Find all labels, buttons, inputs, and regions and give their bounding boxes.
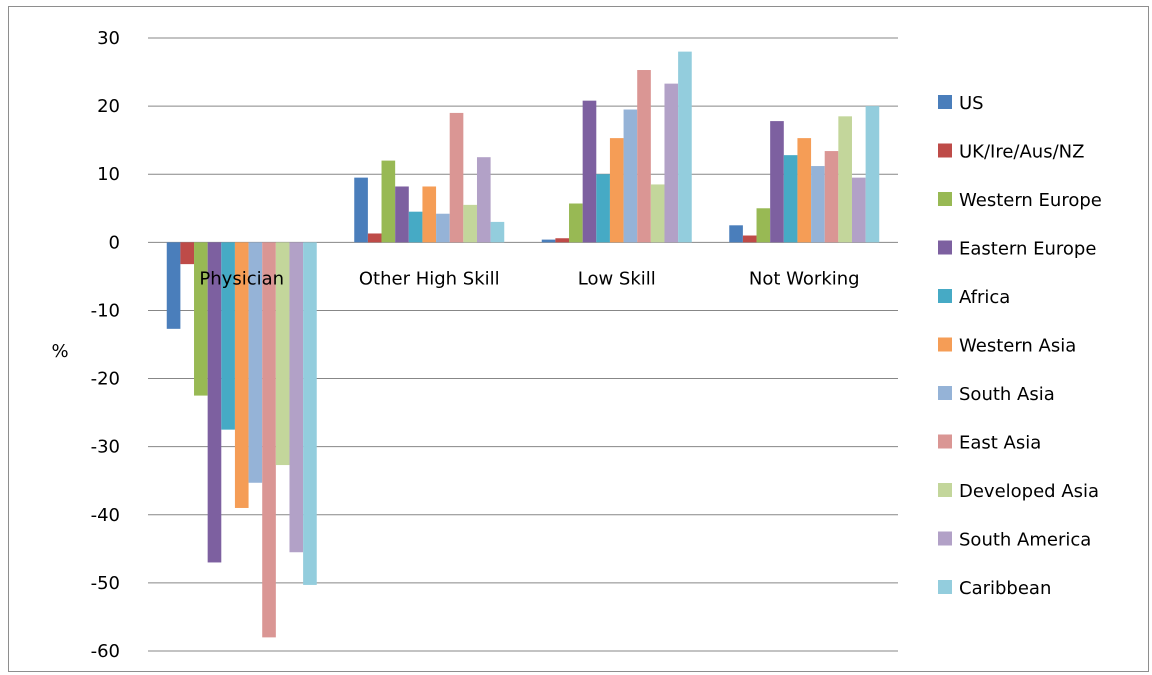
- legend-swatch: [938, 386, 952, 400]
- bar: [569, 203, 583, 243]
- bar: [395, 186, 409, 243]
- bar: [650, 184, 665, 243]
- y-tick-label: -30: [91, 437, 120, 458]
- category-label: Physician: [199, 268, 284, 289]
- legend-swatch: [938, 95, 952, 109]
- legend-label: Africa: [959, 287, 1010, 308]
- bar: [367, 233, 382, 243]
- bar: [476, 157, 491, 243]
- bar: [408, 211, 423, 243]
- bar: [275, 242, 290, 466]
- y-tick-label: 20: [97, 96, 120, 117]
- bar: [490, 221, 505, 243]
- bar: [609, 138, 624, 243]
- legend-swatch: [938, 434, 952, 449]
- legend-label: Developed Asia: [959, 481, 1099, 502]
- bar: [541, 239, 556, 243]
- bar: [422, 186, 437, 243]
- bar: [851, 177, 866, 243]
- bar: [797, 138, 812, 243]
- category-label: Not Working: [749, 268, 860, 289]
- y-tick-label: -40: [91, 505, 120, 526]
- y-tick-label: -10: [91, 300, 120, 321]
- legend-swatch: [938, 289, 952, 303]
- bar: [811, 166, 825, 243]
- legend-swatch: [938, 143, 952, 158]
- bar: [221, 242, 235, 430]
- y-tick-label: 10: [97, 164, 120, 185]
- legend-label: East Asia: [959, 433, 1041, 454]
- bar: [678, 51, 692, 243]
- bar: [623, 109, 638, 243]
- bar: [582, 100, 597, 243]
- legend: US UK/Ire/Aus/NZ Western Europe Eastern Eur…: [938, 93, 1102, 599]
- y-tick-label: -60: [91, 641, 120, 662]
- bar: [180, 242, 195, 265]
- legend-label: Caribbean: [959, 578, 1051, 599]
- y-tick-label: -20: [91, 369, 120, 390]
- bar: [248, 242, 263, 483]
- bar: [289, 242, 304, 553]
- bar: [824, 151, 839, 243]
- legend-label: South America: [959, 530, 1091, 551]
- bar: [449, 112, 464, 243]
- bar: [463, 204, 477, 243]
- category-label: Other High Skill: [359, 268, 500, 289]
- bar: [664, 83, 679, 243]
- bar: [596, 174, 610, 243]
- legend-swatch: [938, 337, 952, 352]
- bar: [194, 242, 208, 396]
- bar: [742, 235, 757, 243]
- bar: [262, 242, 276, 638]
- bar: [865, 106, 880, 243]
- bar: [756, 208, 771, 243]
- legend-label: South Asia: [959, 384, 1055, 405]
- legend-label: US: [959, 93, 984, 114]
- bar: [729, 225, 743, 243]
- y-tick-label: 30: [97, 28, 120, 49]
- bar: [770, 121, 784, 243]
- legend-label: Western Asia: [959, 336, 1076, 357]
- legend-swatch: [938, 192, 952, 206]
- bar: [207, 242, 222, 563]
- legend-label: Western Europe: [959, 190, 1102, 211]
- legend-swatch: [938, 531, 952, 546]
- bar: [555, 238, 570, 243]
- bar: [354, 177, 368, 243]
- y-tick-label: 0: [109, 232, 120, 253]
- bars: [166, 51, 880, 638]
- bar: [783, 155, 798, 243]
- legend-swatch: [938, 580, 952, 594]
- y-tick-label: -50: [91, 573, 120, 594]
- category-label: Low Skill: [578, 268, 656, 289]
- bar: [436, 213, 450, 243]
- legend-swatch: [938, 483, 952, 497]
- legend-label: UK/Ire/Aus/NZ: [959, 142, 1084, 163]
- bar: [637, 70, 651, 243]
- bar: [166, 242, 181, 329]
- legend-label: Eastern Europe: [959, 239, 1096, 260]
- bar: [381, 160, 396, 243]
- category-labels: Physician Other High Skill Low Skill Not Wo…: [199, 268, 859, 289]
- bar: [234, 242, 249, 508]
- y-axis-label: %: [51, 341, 68, 362]
- bar: [303, 242, 317, 585]
- legend-swatch: [938, 240, 952, 255]
- y-tick-labels: 30 20 10 0 -10 -20 -30 -40 -50 -60: [91, 28, 120, 662]
- bar: [838, 116, 852, 243]
